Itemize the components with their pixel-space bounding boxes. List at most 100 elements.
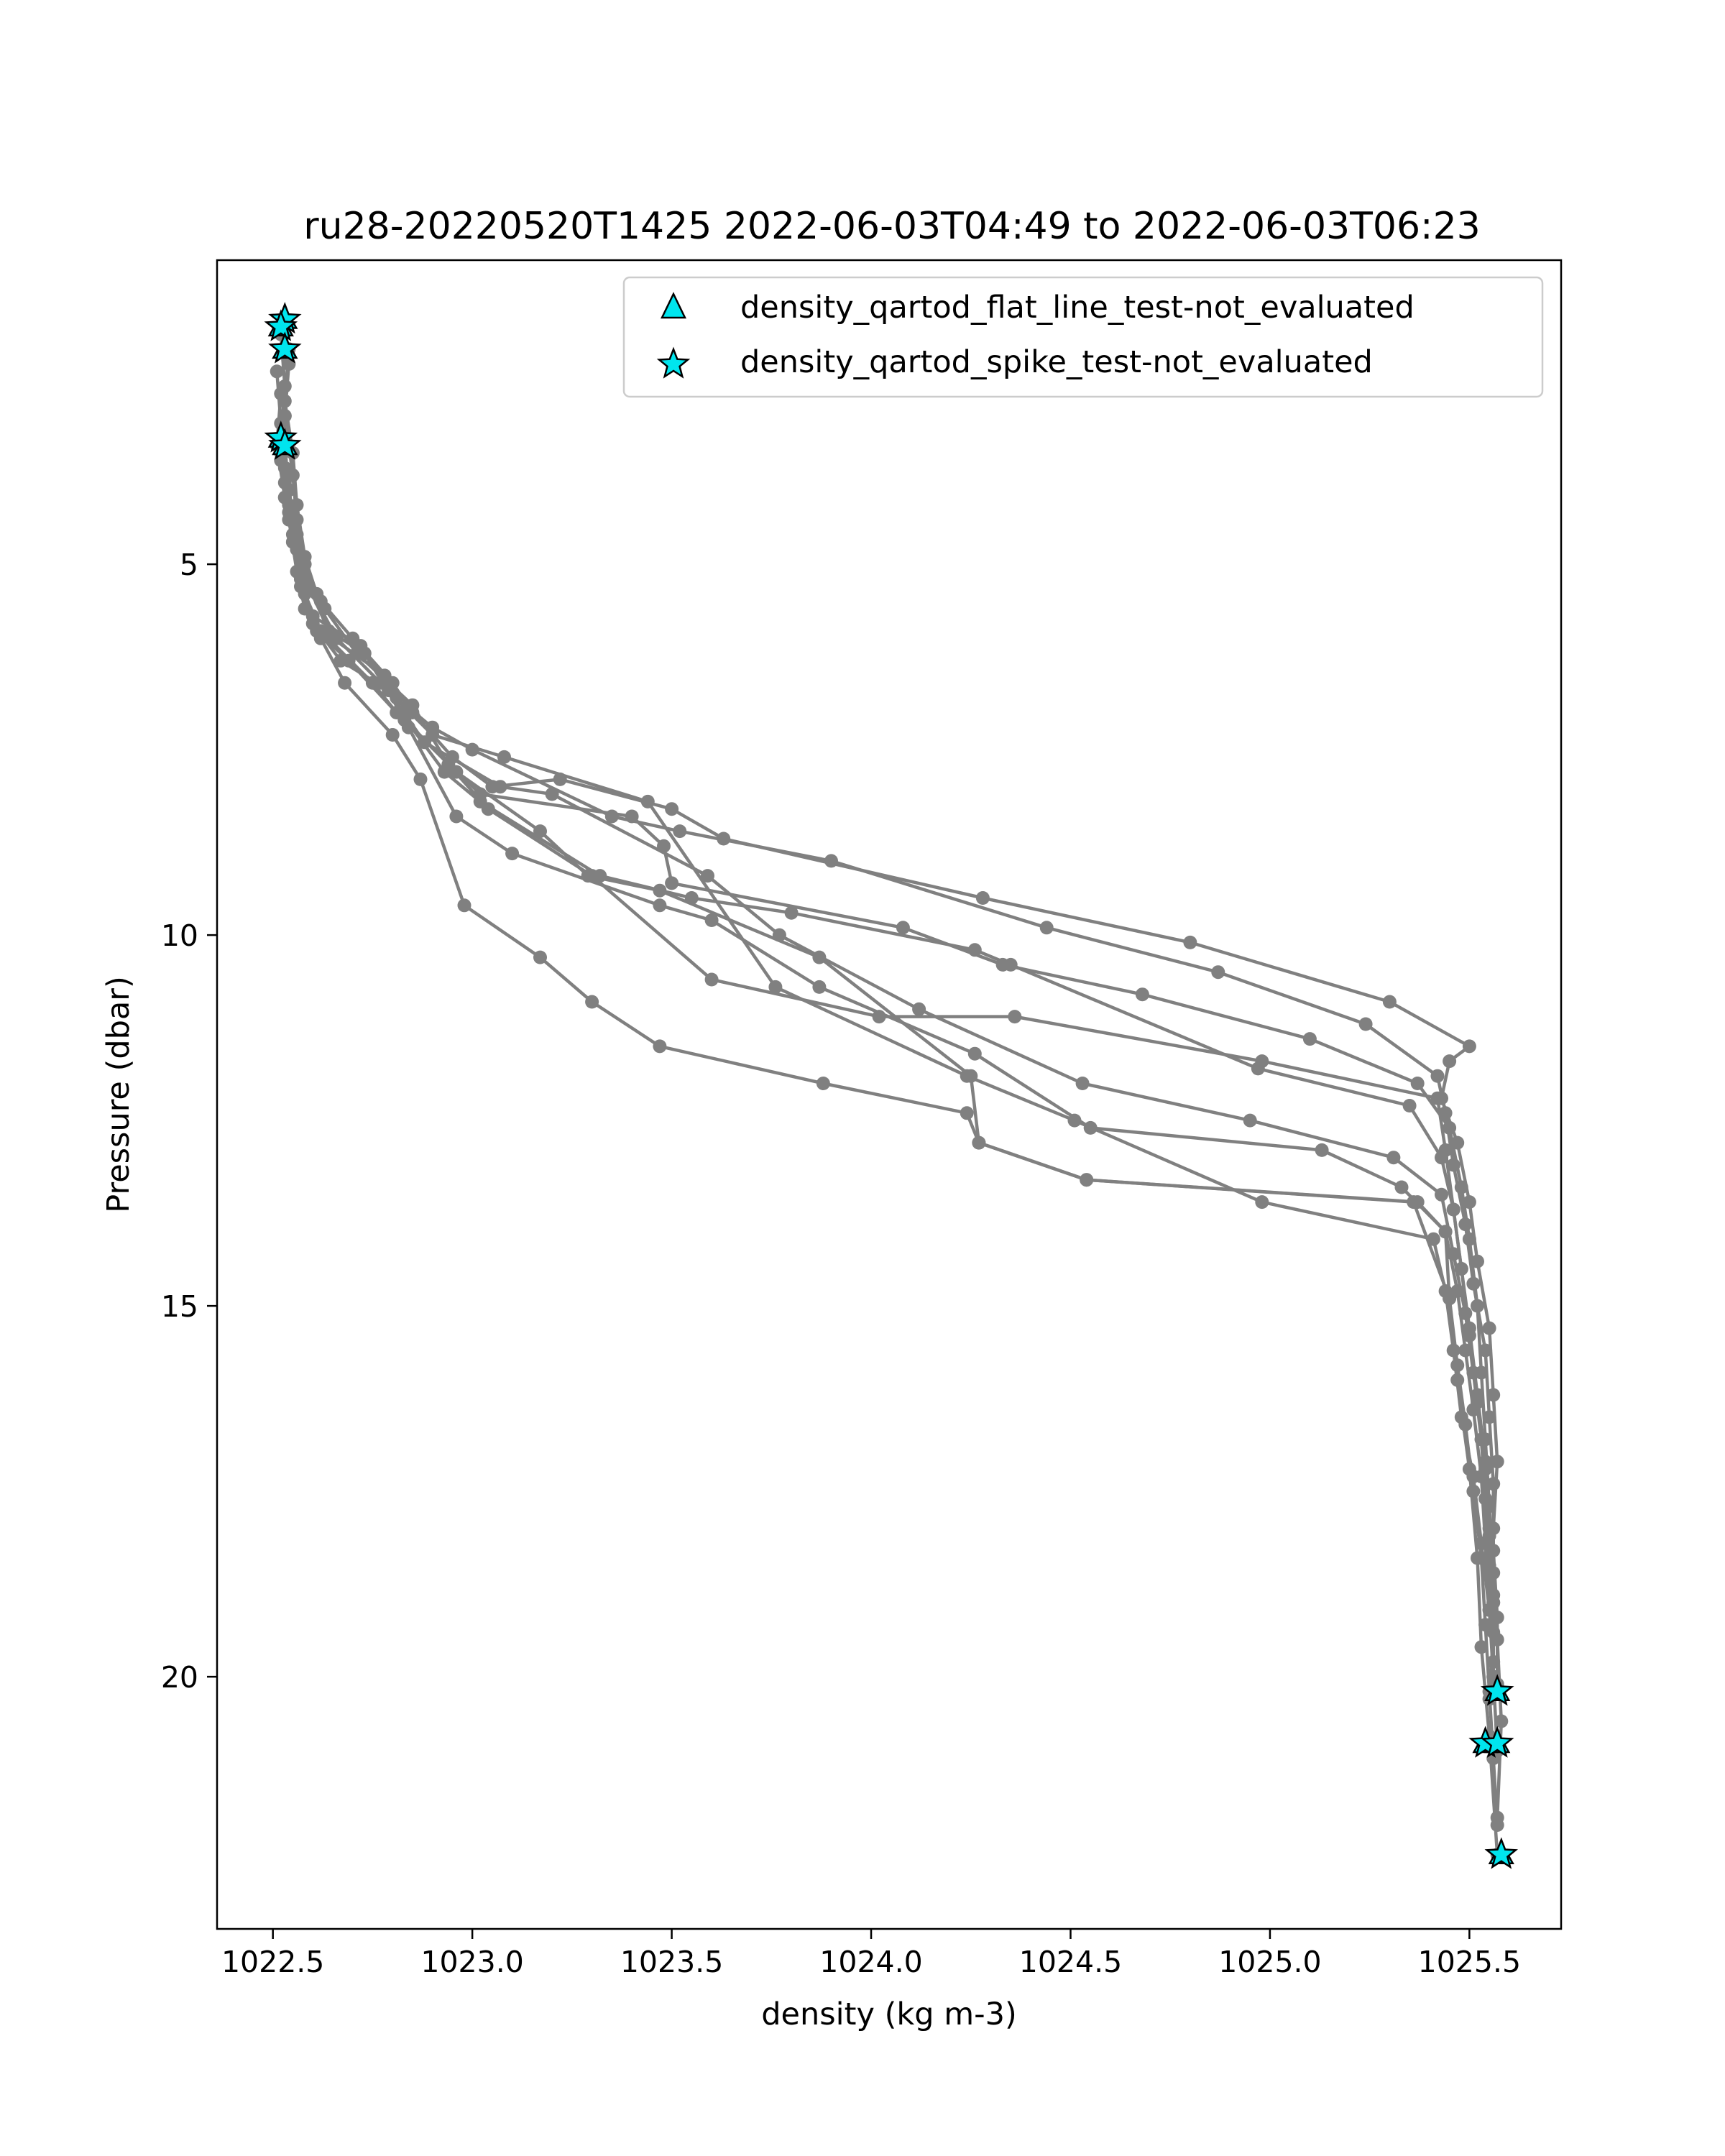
legend-frame (622, 276, 1544, 398)
profile-point (1478, 1343, 1493, 1358)
legend-entry-spike: density_qartod_spike_test-not_evaluated (740, 344, 1373, 380)
profile-point (912, 1002, 926, 1016)
profile-point (1454, 1262, 1468, 1276)
profile-point (967, 943, 982, 957)
profile-point (270, 364, 284, 379)
profile-point (1466, 1403, 1481, 1417)
profile-point (653, 1039, 667, 1054)
x-tick-label: 1025.0 (1218, 1945, 1321, 1979)
profile-point (481, 802, 495, 816)
y-tick-label: 15 (161, 1289, 198, 1324)
spike-flag-marker (1484, 1837, 1518, 1869)
profile-point (1386, 1151, 1401, 1165)
profile-point (1471, 1388, 1484, 1402)
profile-point (274, 387, 288, 401)
profile-point (1394, 1180, 1409, 1194)
profile-point (1443, 1120, 1457, 1135)
x-tick-label: 1024.5 (1019, 1945, 1122, 1979)
legend-triangle-icon (661, 292, 686, 319)
profile-point (1211, 965, 1225, 980)
profile-point (1410, 1077, 1425, 1090)
y-tick-label: 10 (161, 918, 198, 953)
profile-point (1183, 935, 1197, 949)
spike-flag-marker (268, 428, 302, 460)
profile-point (704, 913, 719, 927)
x-tick-label: 1022.5 (221, 1945, 324, 1979)
profile-point (1443, 1054, 1457, 1069)
spike-flag-marker (264, 309, 298, 341)
profile-series-7 (274, 431, 1501, 1603)
profile-point (1075, 1077, 1090, 1090)
profile-point (653, 898, 667, 913)
x-tick-label: 1025.5 (1418, 1945, 1521, 1979)
profile-point (1430, 1091, 1445, 1105)
profile-point (401, 720, 415, 734)
profile-point (1482, 1321, 1496, 1335)
profile-point (1382, 995, 1397, 1009)
profile-point (1003, 957, 1018, 972)
spike-flag-marker (1480, 1726, 1514, 1758)
profile-point (1462, 1462, 1476, 1476)
qartod-flag-markers (264, 302, 1518, 1869)
profile-point (975, 891, 990, 905)
profile-point (967, 1046, 982, 1061)
profile-point (1486, 1588, 1501, 1603)
profile-point (1435, 1187, 1448, 1202)
profile-point (277, 490, 292, 505)
profile-point (1067, 1113, 1082, 1128)
profile-point (277, 409, 292, 423)
profile-point (338, 676, 352, 690)
profile-point (1438, 1225, 1453, 1239)
profile-series-10 (282, 512, 1504, 1862)
legend-star-icon (656, 346, 691, 379)
profile-point (824, 854, 838, 868)
profile-point (1471, 1551, 1484, 1565)
profile-point (673, 824, 687, 839)
profile-point (1458, 1343, 1473, 1358)
profile-point (290, 564, 304, 579)
profile-point (1494, 1714, 1509, 1728)
y-tick-label: 5 (180, 548, 198, 582)
profile-point (374, 676, 387, 690)
profile-point (1446, 1202, 1460, 1217)
profile-point (701, 869, 714, 883)
profile-point (1243, 1113, 1257, 1128)
profile-point (1482, 1410, 1496, 1424)
profile-point (497, 750, 511, 764)
profile-point (313, 631, 328, 645)
profile-point (457, 898, 472, 913)
profile-point (1482, 1521, 1496, 1536)
profile-point (505, 847, 520, 861)
profile-point (533, 950, 547, 964)
profile-point (341, 653, 356, 668)
profile-point (1462, 1321, 1476, 1335)
profile-point (1471, 1299, 1484, 1313)
profile-point (449, 765, 464, 779)
profile-point (896, 921, 910, 935)
x-axis: 1022.5 1023.0 1023.5 1024.0 1024.5 1025.0 1025… (221, 1929, 1521, 1979)
profile-point (1474, 1640, 1489, 1654)
profile-point (1438, 1143, 1453, 1157)
profile-point (390, 706, 404, 719)
legend-entry-flat-line: density_qartod_flat_line_test-not_evalua… (740, 290, 1414, 326)
profile-point (704, 972, 719, 987)
plot-frame (216, 259, 1563, 1930)
profile-point (1407, 1195, 1421, 1210)
profile-point (1443, 1291, 1457, 1306)
profile-point (768, 980, 783, 994)
x-tick-label: 1024.0 (819, 1945, 922, 1979)
profile-point (1462, 1232, 1476, 1246)
profile-point (1358, 1017, 1373, 1031)
profile-point (1135, 987, 1149, 1002)
plot-area (264, 302, 1518, 1869)
profile-point (449, 809, 464, 824)
profile-point (972, 1135, 986, 1150)
spike-flag-marker (1480, 1674, 1514, 1706)
profile-point (1478, 1455, 1493, 1469)
profile-point (545, 787, 559, 801)
profile-point (1255, 1054, 1269, 1069)
profile-point (1454, 1180, 1468, 1194)
profile-point (812, 980, 827, 994)
profile-point (812, 950, 827, 964)
